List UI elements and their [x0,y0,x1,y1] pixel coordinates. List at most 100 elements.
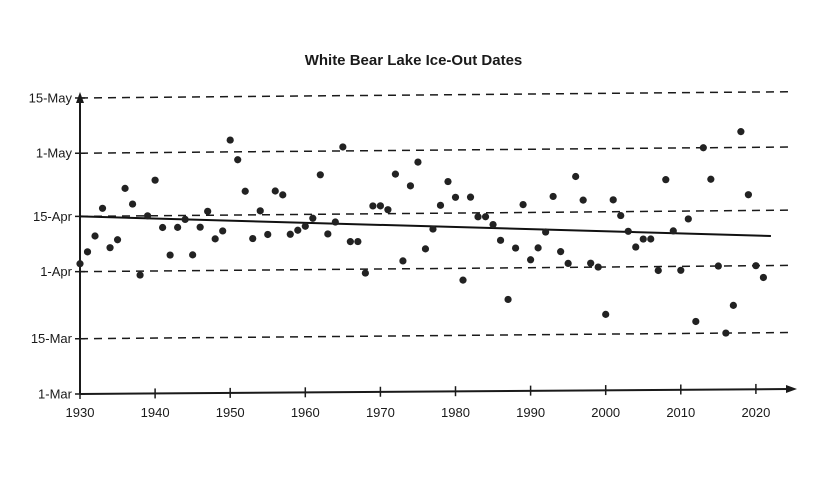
data-point [587,259,595,267]
data-point [391,170,400,178]
x-tick-label: 2000 [591,405,620,420]
data-point [219,227,227,235]
y-tick-label: 15-Apr [33,209,73,224]
data-point [609,196,617,204]
data-point [234,156,242,164]
data-point [128,200,137,208]
axes [76,92,797,395]
data-point [632,243,640,251]
data-point [557,248,565,256]
trend-line [79,215,771,237]
data-point [654,266,662,275]
data-point [339,143,347,151]
data-point [256,207,264,215]
data-point [406,182,415,190]
data-point [669,227,677,235]
data-point [294,226,302,234]
data-point [264,230,272,239]
data-point [166,251,174,259]
data-point [301,222,309,230]
data-point [384,206,392,214]
x-tick-label: 1950 [216,405,245,420]
data-point [594,263,602,271]
data-point [519,200,527,209]
data-point [121,184,129,192]
data-point [189,251,197,259]
data-point [511,244,520,252]
x-tick-label: 1960 [291,405,320,420]
y-ticks: 1-Mar 15-Mar 1-Apr 15-Apr 1-May 15-May [29,90,85,402]
data-point [361,269,369,277]
data-point [662,176,670,184]
data-point [692,317,700,326]
x-tick-label: 1930 [66,405,95,420]
data-point [481,213,490,221]
x-tick-label: 1940 [141,405,170,420]
data-point [113,236,122,244]
data-point [466,193,475,201]
gridlines [79,90,791,340]
data-point [83,248,92,256]
data-point [444,177,452,186]
data-point [76,260,84,268]
x-tick-label: 2010 [666,405,695,420]
gridline [79,90,791,99]
data-point [647,235,655,243]
y-tick-label: 15-May [29,90,73,105]
data-point [624,227,632,235]
data-point [143,212,152,220]
x-tick-label: 2020 [741,405,770,420]
gridline [79,209,791,218]
data-point [324,230,332,238]
data-point [136,271,144,279]
gridline [79,146,791,154]
data-point [564,259,572,268]
data-point [579,196,587,204]
data-point [354,237,362,246]
data-point [286,230,294,238]
data-point [421,245,430,253]
x-tick-label: 1990 [516,405,545,420]
data-point [722,329,730,337]
data-point [159,223,167,232]
data-points [76,128,768,337]
data-point [639,235,647,243]
data-point [602,310,610,318]
data-point [549,192,557,201]
data-point [451,193,460,201]
data-point [677,266,685,274]
data-point [436,201,445,209]
data-point [271,187,279,195]
data-point [106,244,114,252]
data-point [429,225,437,233]
x-tick-label: 1980 [441,405,470,420]
data-point [737,128,745,136]
data-point [399,257,407,265]
data-point [474,213,482,221]
data-point [699,144,707,152]
data-point [572,172,580,181]
data-point [684,215,692,223]
x-axis-arrow-icon [786,385,797,393]
data-point [534,244,542,252]
x-tick-label: 1970 [366,405,395,420]
data-point [211,235,219,243]
data-point [504,295,512,304]
data-point [414,158,422,166]
data-point [91,232,99,240]
data-point [226,136,234,144]
data-point [174,223,182,231]
data-point [316,171,324,179]
data-point [744,191,752,199]
gridline [79,331,791,340]
data-point [181,215,189,224]
data-point [151,176,159,184]
data-point [346,238,354,246]
data-point [489,220,497,229]
data-point [309,214,317,222]
data-point [527,256,535,264]
data-point [617,211,625,220]
data-point [331,218,339,226]
data-point [196,223,204,231]
